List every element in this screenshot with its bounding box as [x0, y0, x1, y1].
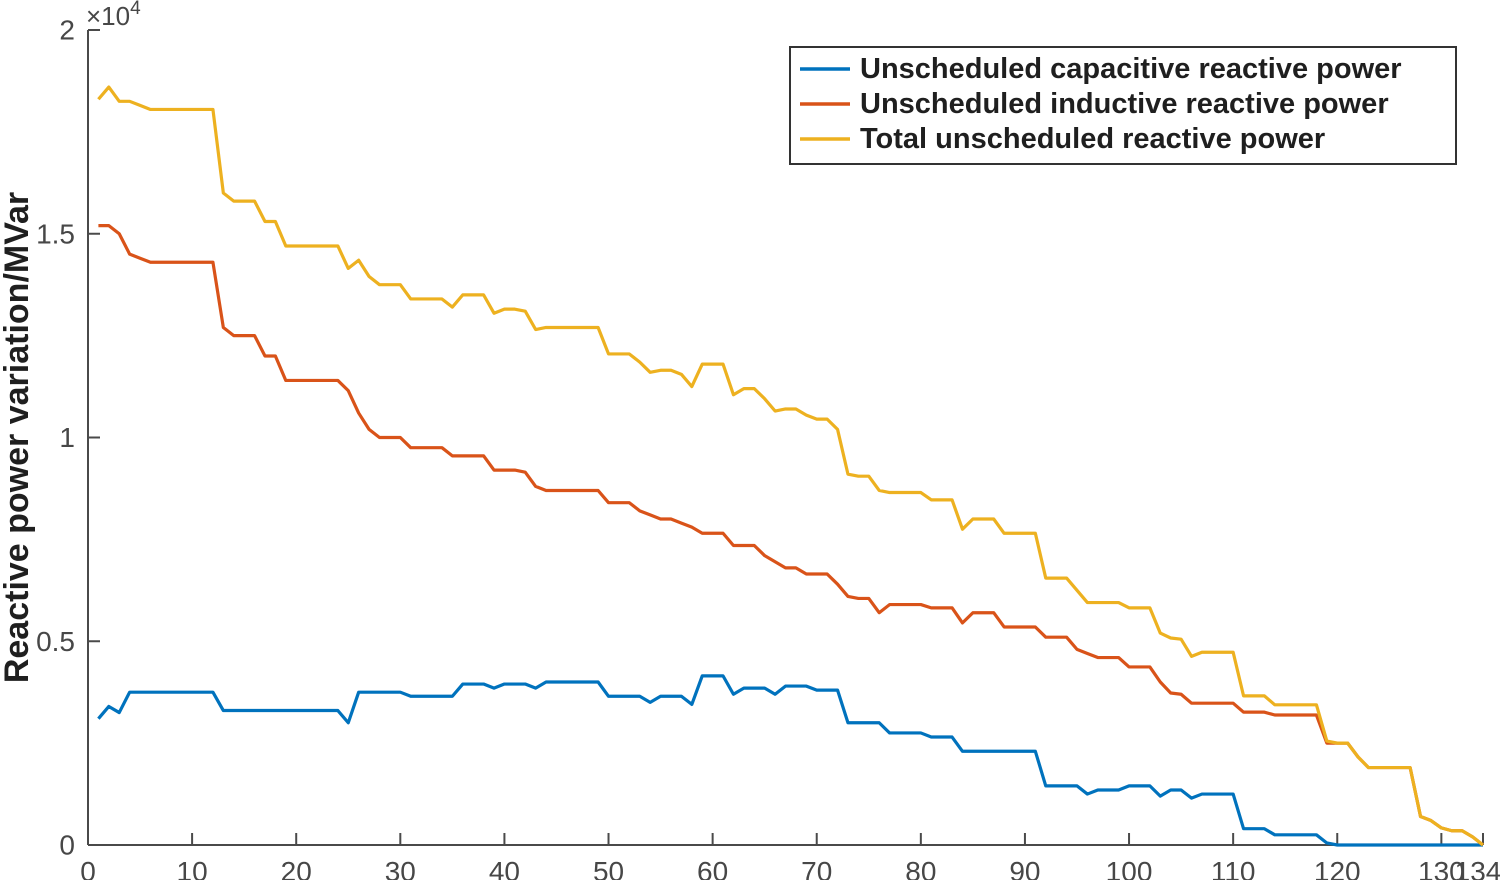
legend: Unscheduled capacitive reactive powerUns… [789, 46, 1457, 165]
x-tick-label: 80 [905, 856, 936, 880]
x-tick-label: 50 [593, 856, 624, 880]
x-tick-label: 110 [1211, 856, 1256, 880]
x-tick-label: 30 [385, 856, 416, 880]
series-inductive-line [98, 224, 1484, 847]
legend-item: Total unscheduled reactive power [800, 123, 1325, 155]
legend-label: Unscheduled capacitive reactive power [860, 53, 1402, 85]
x-tick-label: 134 [1455, 856, 1500, 880]
x-tick-label: 100 [1106, 856, 1153, 880]
legend-box [789, 46, 1457, 165]
x-tick-label: 10 [177, 856, 208, 880]
legend-label: Unscheduled inductive reactive power [860, 88, 1389, 120]
legend-label: Total unscheduled reactive power [860, 123, 1325, 155]
x-tick-label: 40 [489, 856, 520, 880]
legend-item: Unscheduled capacitive reactive power [800, 53, 1402, 85]
y-axis-label: Reactive power variation/MVar [0, 192, 36, 683]
y-tick-label: 0.5 [36, 626, 75, 657]
y-tick-label: 0 [59, 830, 75, 861]
x-tick-label: 70 [801, 856, 832, 880]
x-tick-label: 20 [281, 856, 312, 880]
y-tick-label: 1 [59, 422, 75, 453]
y-tick-label: 2 [59, 15, 75, 46]
x-tick-label: 130 [1418, 856, 1465, 880]
y-tick-label: 1.5 [36, 218, 75, 249]
series-capacitive-line [97, 674, 1483, 847]
x-tick-label: 60 [697, 856, 728, 880]
y-axis-exponent: ×104 [86, 0, 141, 31]
x-tick-label: 120 [1314, 856, 1361, 880]
series-total-line [97, 85, 1484, 847]
x-tick-label: 0 [80, 856, 96, 880]
x-tick-label: 90 [1009, 856, 1040, 880]
legend-item: Unscheduled inductive reactive power [800, 88, 1389, 120]
